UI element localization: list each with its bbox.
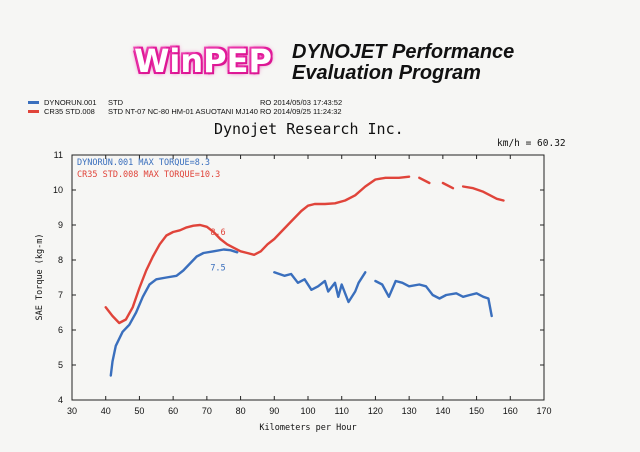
y-tick-label: 9 bbox=[58, 220, 63, 230]
y-tick-label: 6 bbox=[58, 325, 63, 335]
x-tick-label: 30 bbox=[67, 406, 77, 416]
run-2-timestamp: RO 2014/09/25 11:24:32 bbox=[260, 107, 342, 116]
x-tick-label: 160 bbox=[503, 406, 518, 416]
run-legend: DYNORUN.001 STD RO 2014/05/03 17:43:52 C… bbox=[28, 98, 388, 116]
y-tick-label: 11 bbox=[54, 150, 63, 160]
x-tick-label: 170 bbox=[536, 406, 551, 416]
axis-ticks: 30 40 50 60 70 80 90 100 110 120 130 140 150 160 170 4 5… bbox=[53, 150, 552, 416]
series-line-1-segment-1 bbox=[109, 248, 239, 377]
y-tick-label: 10 bbox=[53, 185, 63, 195]
x-tick-label: 110 bbox=[335, 406, 349, 416]
series-line-2-segment-3 bbox=[441, 181, 455, 190]
winpep-logo: WinPEP bbox=[128, 40, 278, 82]
y-tick-label: 7 bbox=[58, 290, 63, 300]
company-title: Dynojet Research Inc. bbox=[214, 120, 404, 138]
x-tick-label: 70 bbox=[202, 406, 212, 416]
run-1-desc: STD bbox=[108, 98, 123, 107]
series-line-2-segment-4 bbox=[461, 185, 505, 202]
series-line-2-segment-2 bbox=[418, 176, 431, 185]
y-tick-label: 4 bbox=[58, 395, 63, 405]
tagline-line-2: Evaluation Program bbox=[292, 62, 481, 84]
y-tick-label: 8 bbox=[58, 255, 63, 265]
chart-annotations: 8.6 7.5 bbox=[210, 228, 225, 274]
x-tick-label: 150 bbox=[469, 406, 484, 416]
x-tick-label: 100 bbox=[300, 406, 315, 416]
series-group bbox=[104, 175, 505, 377]
run-1-swatch bbox=[28, 101, 39, 104]
x-tick-label: 140 bbox=[435, 406, 450, 416]
x-tick-label: 130 bbox=[402, 406, 417, 416]
logo-text: WinPEP bbox=[134, 42, 272, 80]
tagline-line-1: DYNOJET Performance bbox=[292, 41, 515, 63]
chart-legend-entry-2: CR35 STD.008 MAX TORQUE=10.3 bbox=[77, 170, 220, 180]
run-legend-row-1: DYNORUN.001 STD RO 2014/05/03 17:43:52 bbox=[28, 98, 388, 107]
x-tick-label: 120 bbox=[368, 406, 383, 416]
speed-readout: km/h = 60.32 bbox=[497, 138, 566, 149]
series-line-2-segment-1 bbox=[104, 175, 411, 325]
x-tick-label: 90 bbox=[269, 406, 279, 416]
series-line-1-segment-3 bbox=[374, 279, 493, 318]
run-1-name: DYNORUN.001 bbox=[44, 98, 97, 107]
run-2-swatch bbox=[28, 110, 39, 113]
x-tick-label: 80 bbox=[236, 406, 246, 416]
x-axis-label: Kilometers per Hour bbox=[259, 423, 356, 433]
y-axis-label: SAE Torque (kg-m) bbox=[35, 234, 45, 321]
run-legend-row-2: CR35 STD.008 STD NT-07 NC-80 HM-01 ASUOT… bbox=[28, 107, 388, 116]
max-torque-annotation-1: 8.6 bbox=[210, 228, 225, 238]
x-tick-label: 40 bbox=[101, 406, 111, 416]
run-1-timestamp: RO 2014/05/03 17:43:52 bbox=[260, 98, 343, 107]
run-2-desc: STD NT-07 NC-80 HM-01 ASUOTANI MJ140 bbox=[108, 107, 258, 116]
chart-legend: DYNORUN.001 MAX TORQUE=8.3 CR35 STD.008 M… bbox=[77, 158, 220, 180]
x-tick-label: 50 bbox=[134, 406, 144, 416]
run-2-name: CR35 STD.008 bbox=[44, 107, 95, 116]
max-torque-annotation-2: 7.5 bbox=[210, 264, 225, 274]
series-line-1-segment-2 bbox=[273, 271, 367, 304]
x-tick-label: 60 bbox=[168, 406, 178, 416]
chart-legend-entry-1: DYNORUN.001 MAX TORQUE=8.3 bbox=[77, 158, 210, 168]
y-tick-label: 5 bbox=[58, 360, 63, 370]
program-tagline: DYNOJET Performance Evaluation Program bbox=[292, 42, 514, 84]
